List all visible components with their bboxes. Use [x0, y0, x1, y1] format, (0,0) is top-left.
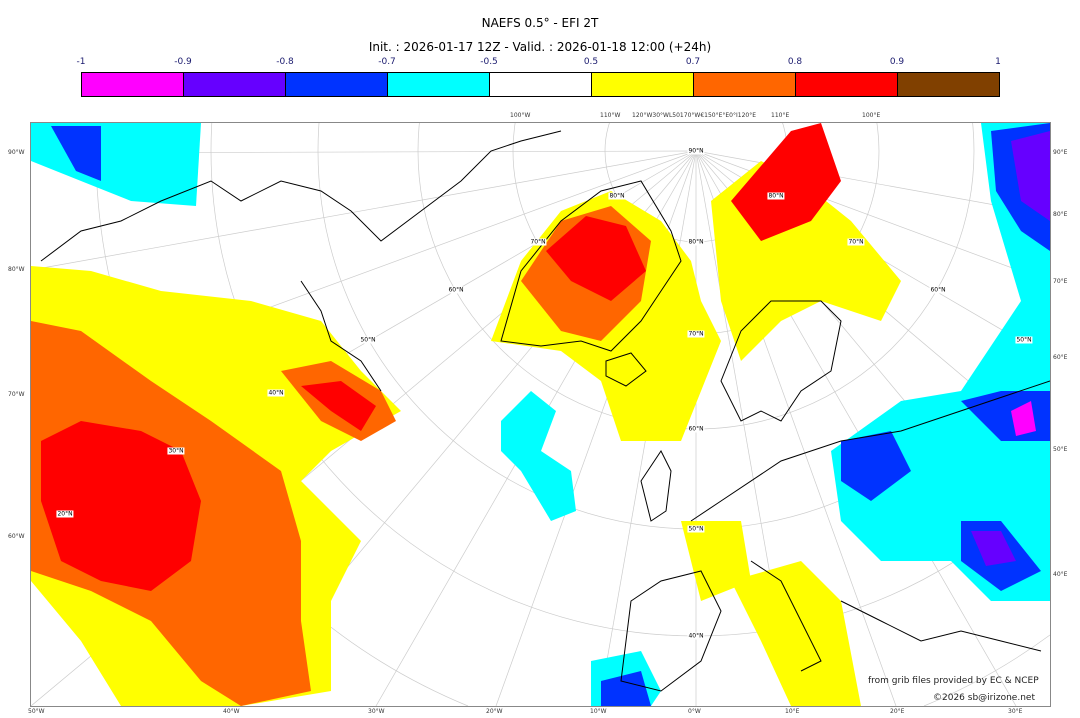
coastlines	[40, 130, 1050, 692]
axis-label-right: 40°E	[1053, 571, 1068, 578]
axis-label-bottom: 30°E	[1008, 708, 1023, 715]
copyright-credit: ©2026 sb@irizone.net	[933, 693, 1035, 703]
map-canvas	[31, 123, 1050, 706]
colorbar-segment	[82, 73, 184, 96]
colorbar-tick: -0.5	[480, 57, 498, 67]
colorbar-tick: 0.8	[787, 57, 803, 67]
efi-region-blue-east	[841, 123, 1050, 591]
axis-label-right: 70°E	[1053, 278, 1068, 285]
efi-region-blue-iberia	[601, 671, 651, 706]
efi-region-magenta-east	[1011, 401, 1036, 436]
lat-label: 70°N	[687, 330, 705, 338]
axis-label-bottom: 0°W	[688, 708, 701, 715]
lat-label: 80°N	[767, 192, 785, 200]
axis-label-right: 50°E	[1053, 446, 1068, 453]
colorbar-tick: 1	[995, 57, 1001, 67]
lat-label: 40°N	[267, 389, 285, 397]
efi-region-red-greenland	[546, 216, 646, 301]
lat-label: 70°N	[529, 238, 547, 246]
efi-region-yellow-iberia	[681, 521, 751, 601]
efi-map[interactable]: 90°N 80°N 70°N 60°N 50°N 40°N 80°N 70°N …	[30, 122, 1051, 707]
efi-region-red-svalbard	[731, 123, 841, 241]
lat-label: 80°N	[608, 192, 626, 200]
axis-label-right: 80°E	[1053, 211, 1068, 218]
axis-label-right: 90°E	[1053, 149, 1068, 156]
lat-label: 30°N	[167, 447, 185, 455]
lat-label: 90°N	[687, 147, 705, 155]
axis-label-bottom: 10°W	[590, 708, 607, 715]
colorbar-segment	[694, 73, 796, 96]
axis-label-top: 120°W30°WL50170°W€150°E°E0°I120°E	[632, 112, 756, 119]
efi-region-yellow-italy	[731, 561, 861, 706]
colorbar-tick: -0.9	[174, 57, 192, 67]
axis-label-top: 110°W	[600, 112, 621, 119]
colorbar-segment	[490, 73, 592, 96]
colorbar-tick: 0.9	[889, 57, 905, 67]
axis-label-left: 90°W	[8, 149, 25, 156]
efi-region-cyan-atlantic	[501, 391, 576, 521]
lat-label: 40°N	[687, 632, 705, 640]
map-subtitle: Init. : 2026-01-17 12Z - Valid. : 2026-0…	[368, 40, 712, 54]
axis-label-right: 60°E	[1053, 354, 1068, 361]
efi-region-red-atlantic	[41, 421, 201, 591]
colorbar-tick: 0.7	[685, 57, 701, 67]
source-credit: from grib files provided by EC & NCEP	[868, 676, 1039, 686]
lat-label: 60°N	[447, 286, 465, 294]
map-title: NAEFS 0.5° - EFI 2T	[481, 16, 599, 30]
lat-label: 20°N	[56, 510, 74, 518]
axis-label-left: 60°W	[8, 533, 25, 540]
axis-label-bottom: 50°W	[28, 708, 45, 715]
lat-label: 60°N	[929, 286, 947, 294]
lat-label: 80°N	[687, 238, 705, 246]
lat-label: 50°N	[1015, 336, 1033, 344]
colorbar-segment	[184, 73, 286, 96]
efi-region-violet-east	[971, 131, 1050, 566]
axis-label-left: 80°W	[8, 266, 25, 273]
axis-label-left: 70°W	[8, 391, 25, 398]
efi-region-red-labrador	[301, 381, 376, 431]
axis-label-bottom: 30°W	[368, 708, 385, 715]
colorbar-segment	[286, 73, 388, 96]
lat-label: 60°N	[687, 425, 705, 433]
colorbar-segment	[898, 73, 999, 96]
axis-label-top: 100°W	[510, 112, 531, 119]
efi-region-blue-nw	[51, 126, 101, 181]
lat-label: 50°N	[687, 525, 705, 533]
axis-label-bottom: 20°W	[486, 708, 503, 715]
lat-label: 50°N	[359, 336, 377, 344]
colorbar-tick: -0.7	[378, 57, 396, 67]
efi-fields	[31, 123, 1050, 706]
colorbar-tick: 0.5	[583, 57, 599, 67]
axis-label-top: 110°E	[771, 112, 790, 119]
colorbar	[81, 72, 1000, 97]
colorbar-tick: -1	[76, 57, 86, 67]
colorbar-tick: -0.8	[276, 57, 294, 67]
axis-label-top: 100°E	[862, 112, 881, 119]
axis-label-bottom: 40°W	[223, 708, 240, 715]
axis-label-bottom: 10°E	[785, 708, 800, 715]
colorbar-segment	[592, 73, 694, 96]
colorbar-segment	[388, 73, 490, 96]
lat-label: 70°N	[847, 238, 865, 246]
axis-label-bottom: 20°E	[890, 708, 905, 715]
colorbar-segment	[796, 73, 898, 96]
